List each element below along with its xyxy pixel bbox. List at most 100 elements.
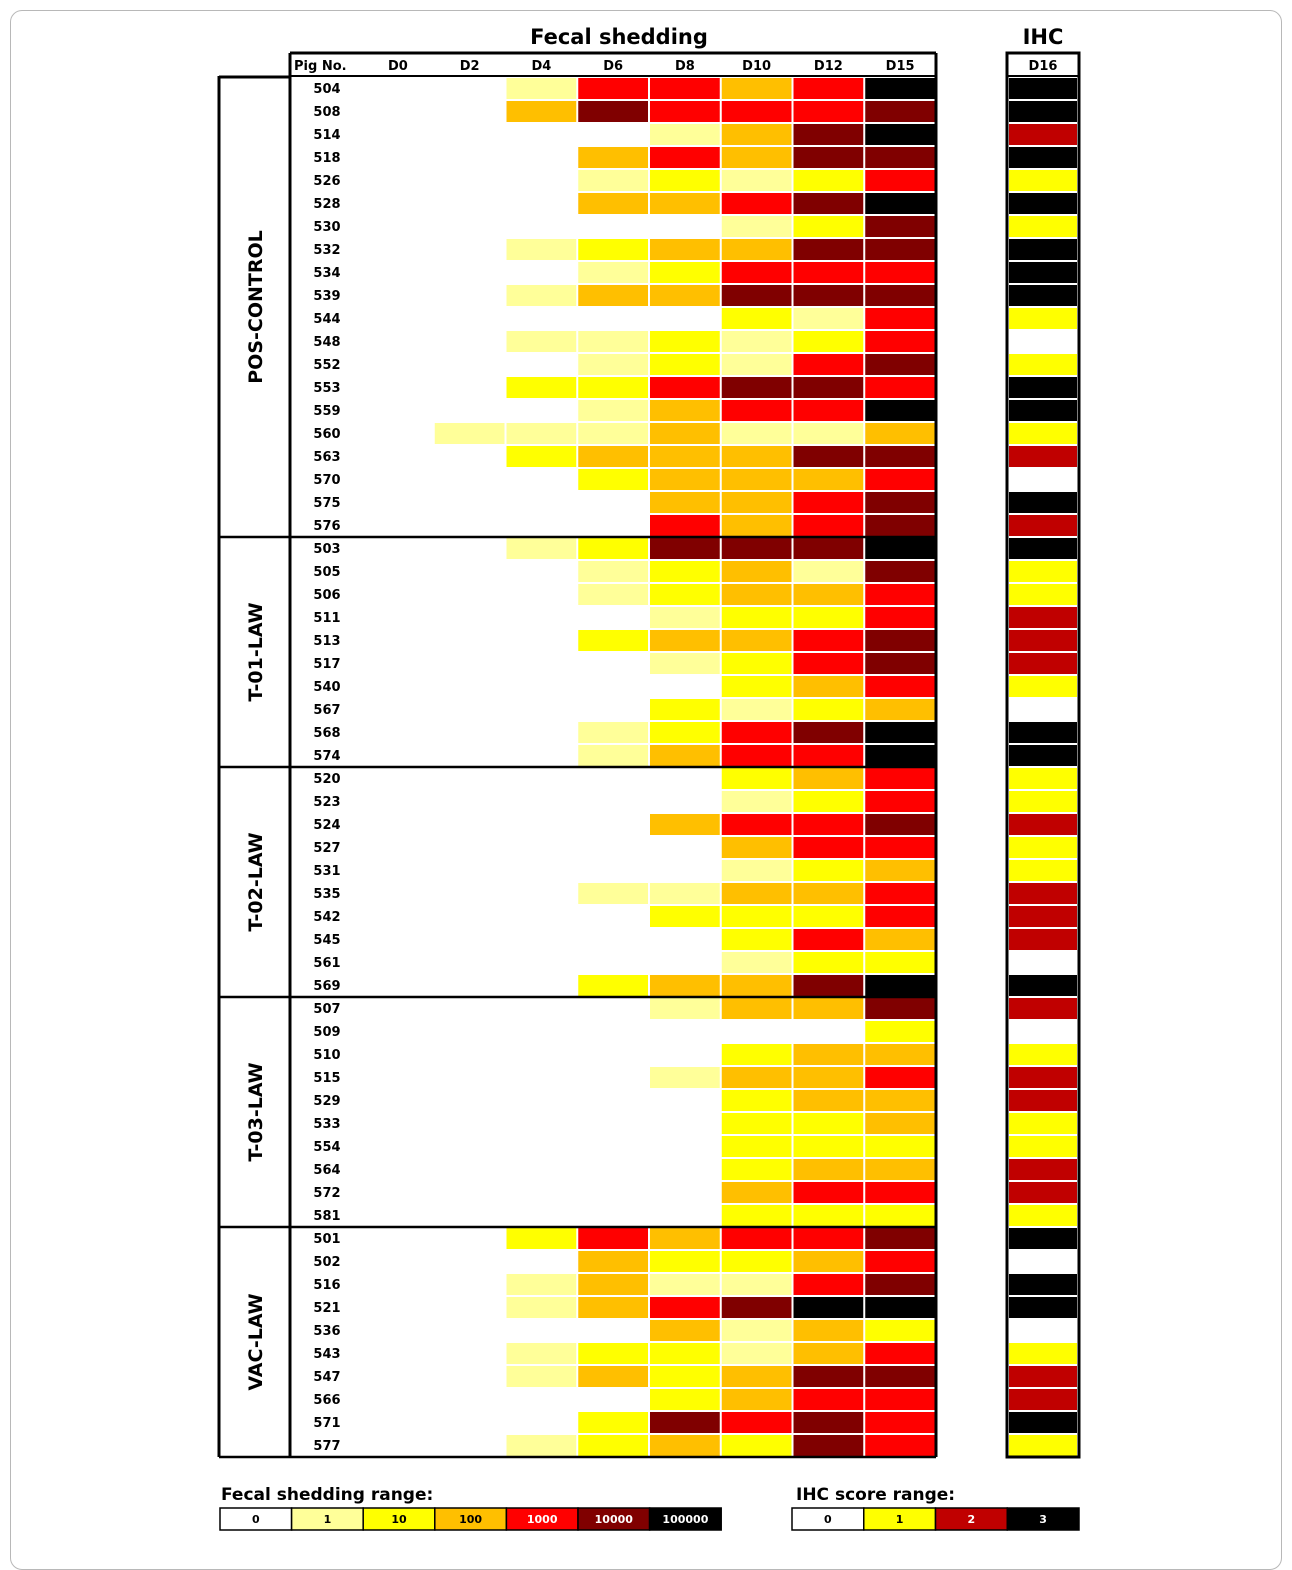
fecal-cell xyxy=(650,469,720,490)
ihc-cell xyxy=(1009,1389,1077,1410)
fecal-cell xyxy=(721,1435,792,1456)
pig-number: 523 xyxy=(313,795,340,810)
ihc-cell xyxy=(1009,975,1077,996)
fecal-cell xyxy=(865,216,935,237)
pig-number: 502 xyxy=(313,1255,340,1270)
pig-number: 567 xyxy=(313,703,340,718)
fecal-cell xyxy=(793,492,864,513)
fecal-cell xyxy=(793,1090,864,1111)
pig-number: 553 xyxy=(313,381,340,396)
fecal-cell xyxy=(793,78,864,99)
fecal-cell xyxy=(793,883,864,904)
fecal-cell xyxy=(793,124,864,145)
fecal-cell xyxy=(865,584,935,605)
fecal-cell xyxy=(650,446,720,467)
fecal-cell xyxy=(721,1182,792,1203)
fecal-cell xyxy=(578,1435,648,1456)
fecal-cell xyxy=(506,1228,577,1249)
fecal-cell xyxy=(506,239,577,260)
fecal-cell xyxy=(865,1228,935,1249)
fecal-cell xyxy=(793,1343,864,1364)
fecal-cell xyxy=(721,745,792,766)
fecal-cell xyxy=(865,262,935,283)
fecal-cell xyxy=(865,1297,935,1318)
fecal-cell xyxy=(650,975,720,996)
pig-number: 548 xyxy=(313,335,340,350)
ihc-cell xyxy=(1009,193,1077,214)
ihc-cell xyxy=(1009,170,1077,191)
fecal-cell xyxy=(865,699,935,720)
ihc-cell xyxy=(1009,1067,1077,1088)
ihc-cell xyxy=(1009,1320,1077,1341)
fecal-cell xyxy=(721,124,792,145)
ihc-cell xyxy=(1009,561,1077,582)
pig-number: 576 xyxy=(313,519,340,534)
ihc-cell xyxy=(1009,1366,1077,1387)
ihc-border xyxy=(1005,51,1081,1459)
fecal-cell xyxy=(721,1113,792,1134)
fecal-cell xyxy=(721,1136,792,1157)
fecal-cell xyxy=(721,469,792,490)
fecal-cell xyxy=(865,860,935,881)
fecal-cell xyxy=(578,400,648,421)
ihc-cell xyxy=(1009,814,1077,835)
fecal-cell xyxy=(506,1297,577,1318)
fecal-legend-label: 100 xyxy=(459,1513,482,1526)
ihc-cell xyxy=(1009,630,1077,651)
fecal-cell xyxy=(506,285,577,306)
fecal-cell xyxy=(793,653,864,674)
pig-number: 505 xyxy=(313,565,340,580)
pig-number: 547 xyxy=(313,1370,340,1385)
day-column-header: D2 xyxy=(460,59,480,74)
fecal-cell xyxy=(721,239,792,260)
fecal-cell xyxy=(650,998,720,1019)
pig-number: 507 xyxy=(313,1002,340,1017)
fecal-cell xyxy=(793,699,864,720)
pig-number: 510 xyxy=(313,1048,340,1063)
day-column-header: D15 xyxy=(886,59,915,74)
fecal-cell xyxy=(578,1297,648,1318)
fecal-cell xyxy=(793,1113,864,1134)
ihc-cell xyxy=(1009,883,1077,904)
ihc-cell xyxy=(1009,1228,1077,1249)
ihc-cell xyxy=(1009,147,1077,168)
pig-number: 536 xyxy=(313,1324,340,1339)
ihc-cell xyxy=(1009,216,1077,237)
fecal-cell xyxy=(793,1389,864,1410)
pig-no-header: Pig No. xyxy=(294,59,347,74)
fecal-cell xyxy=(865,538,935,559)
fecal-cell xyxy=(721,860,792,881)
fecal-cell xyxy=(793,745,864,766)
fecal-cell xyxy=(793,1136,864,1157)
ihc-cell xyxy=(1009,929,1077,950)
fecal-cell xyxy=(865,1044,935,1065)
ihc-cell xyxy=(1009,860,1077,881)
fecal-cell xyxy=(650,607,720,628)
pig-number: 571 xyxy=(313,1416,340,1431)
fecal-cell xyxy=(578,423,648,444)
fecal-cell xyxy=(865,1067,935,1088)
fecal-cell xyxy=(865,1366,935,1387)
fecal-cell xyxy=(793,906,864,927)
fecal-cell xyxy=(865,630,935,651)
fecal-cell xyxy=(578,193,648,214)
fecal-cell xyxy=(865,745,935,766)
fecal-cell xyxy=(721,1343,792,1364)
fecal-cell xyxy=(578,331,648,352)
fecal-cell xyxy=(650,170,720,191)
fecal-cell xyxy=(721,1090,792,1111)
fecal-cell xyxy=(721,722,792,743)
fecal-cell xyxy=(578,883,648,904)
pig-number: 561 xyxy=(313,956,340,971)
fecal-cell xyxy=(721,423,792,444)
pig-number: 539 xyxy=(313,289,340,304)
fecal-cell xyxy=(865,1205,935,1226)
fecal-cell xyxy=(865,722,935,743)
fecal-cell xyxy=(434,423,505,444)
fecal-cell xyxy=(793,538,864,559)
ihc-cell xyxy=(1009,538,1077,559)
ihc-cell xyxy=(1009,1044,1077,1065)
fecal-cell xyxy=(865,1412,935,1433)
pig-number: 521 xyxy=(313,1301,340,1316)
fecal-cell xyxy=(650,1389,720,1410)
